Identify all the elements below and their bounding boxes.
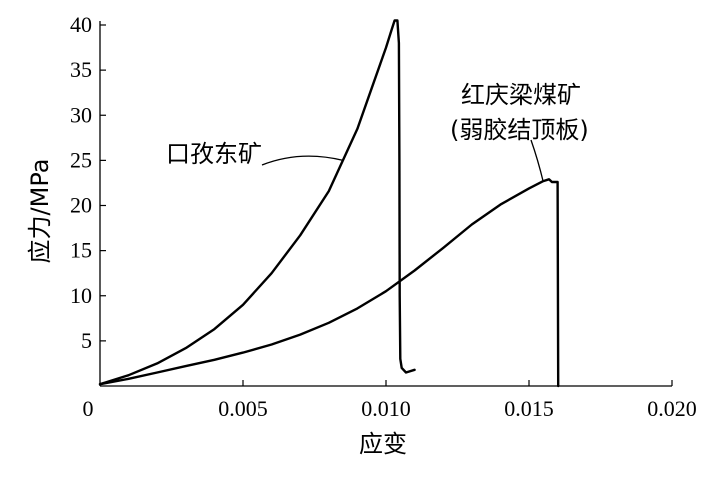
y-tick-label: 25 [70, 147, 92, 172]
curves [98, 19, 560, 388]
series-line-0 [98, 19, 416, 386]
y-axis-title: 应力/MPa [26, 159, 54, 264]
origin-label: 0 [83, 396, 94, 421]
annotation-kouzidong: 口孜东矿 [166, 140, 262, 168]
axes [99, 21, 672, 387]
y-tick-label: 10 [70, 283, 92, 308]
x-tick-label: 0.005 [218, 396, 268, 421]
x-tick-label: 0.015 [504, 396, 554, 421]
y-tick-label: 15 [70, 238, 92, 263]
annotation-leader-hongqingliang [530, 139, 544, 183]
x-tick-label: 0.010 [361, 396, 411, 421]
y-tick-label: 5 [81, 328, 92, 353]
annotation-hongqingliang-line2: (弱胶结顶板) [450, 116, 589, 144]
x-tick-label: 0.020 [647, 396, 697, 421]
x-axis-title: 应变 [359, 430, 407, 458]
annotation-hongqingliang-line1: 红庆梁煤矿 [461, 81, 581, 109]
y-tick-label: 20 [70, 193, 92, 218]
y-tick-label: 30 [70, 102, 92, 127]
y-tick-label: 35 [70, 57, 92, 82]
series-line-1 [98, 178, 560, 388]
y-tick-label: 40 [70, 12, 92, 37]
annotation-leader-kouzidong [261, 155, 344, 166]
annotations [261, 139, 544, 183]
ticks: 0.005 0.010 0.015 0.020 5 10 15 20 25 30 35 40 [70, 12, 697, 421]
